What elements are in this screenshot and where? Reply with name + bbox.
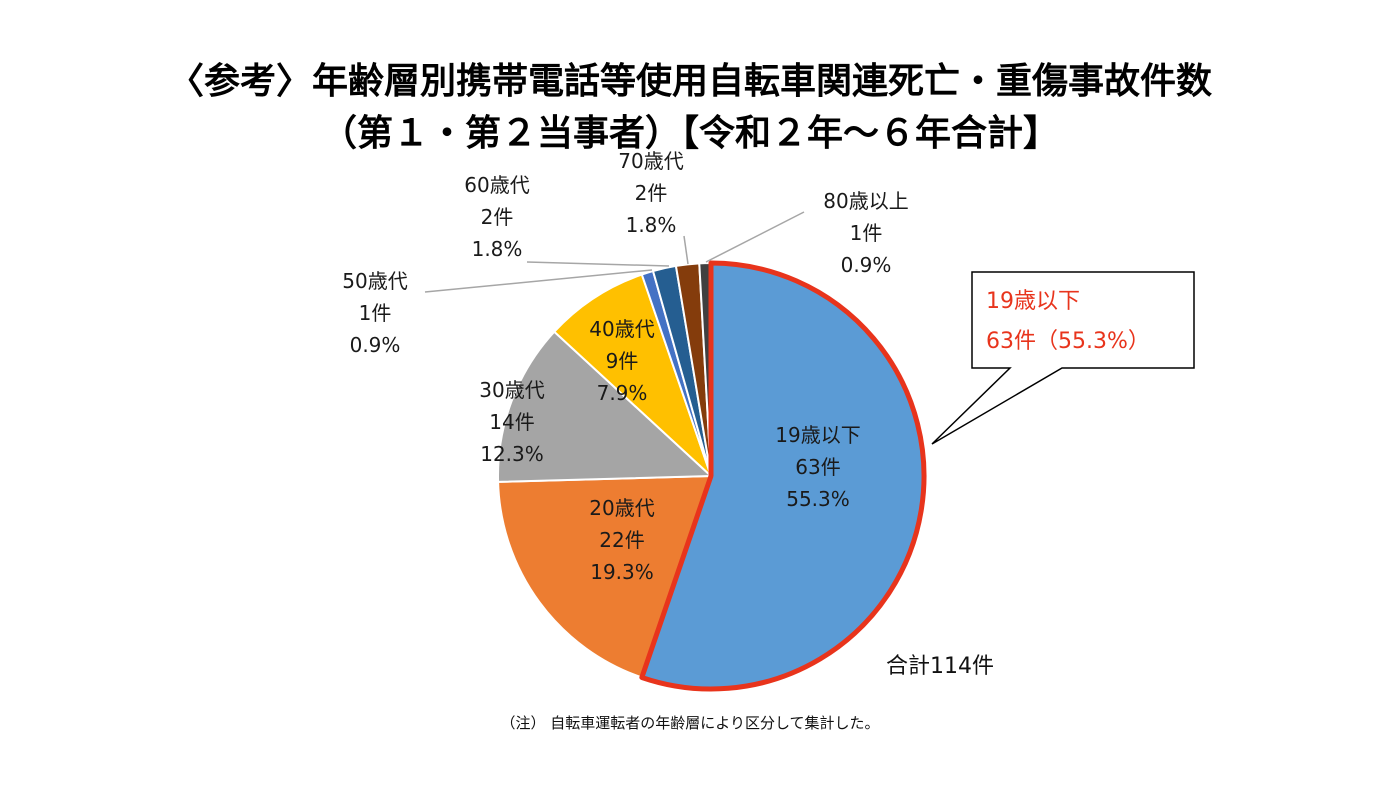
- total-label: 合計114件: [886, 654, 994, 679]
- highlight-callout: 19歳以下 63件（55.3%）: [931, 271, 1195, 445]
- pie-slices: [497, 260, 927, 692]
- chart-title-line2: （第１・第２当事者）【令和２年～６年合計】: [320, 113, 1059, 154]
- leader-line-5: [424, 269, 653, 293]
- chart-title-line1: 〈参考〉年齢層別携帯電話等使用自転車関連死亡・重傷事故件数: [167, 61, 1212, 102]
- leader-line-7: [683, 235, 689, 265]
- leader-line-6: [526, 261, 670, 267]
- callout-text: 19歳以下 63件（55.3%）: [986, 289, 1150, 354]
- leader-lines: [424, 211, 805, 293]
- slice-label-4: 40歳代 9件 7.9%: [589, 317, 654, 405]
- pie-slice-3: [497, 330, 714, 483]
- slice-label-7: 70歳代 2件 1.8%: [618, 149, 683, 237]
- slice-label-3: 30歳代 14件 12.3%: [479, 378, 544, 466]
- slice-label-6: 60歳代 2件 1.8%: [464, 173, 529, 261]
- slice-label-5: 50歳代 1件 0.9%: [342, 269, 407, 357]
- slice-label-2: 20歳代 22件 19.3%: [589, 496, 654, 584]
- footnote: （注） 自転車運転者の年齢層により区分して集計した。: [500, 714, 880, 732]
- highlight-outline: [639, 260, 927, 692]
- slice-label-8: 80歳以上 1件 0.9%: [823, 189, 908, 277]
- slice-label-1: 19歳以下 63件 55.3%: [775, 423, 860, 511]
- leader-line-8: [705, 211, 805, 263]
- slice-labels: 19歳以下 63件 55.3% 20歳代 22件 19.3% 30歳代 14件 12.3% 40歳…: [342, 149, 908, 584]
- callout-box: [931, 271, 1195, 445]
- pie-slice-4: [552, 273, 712, 477]
